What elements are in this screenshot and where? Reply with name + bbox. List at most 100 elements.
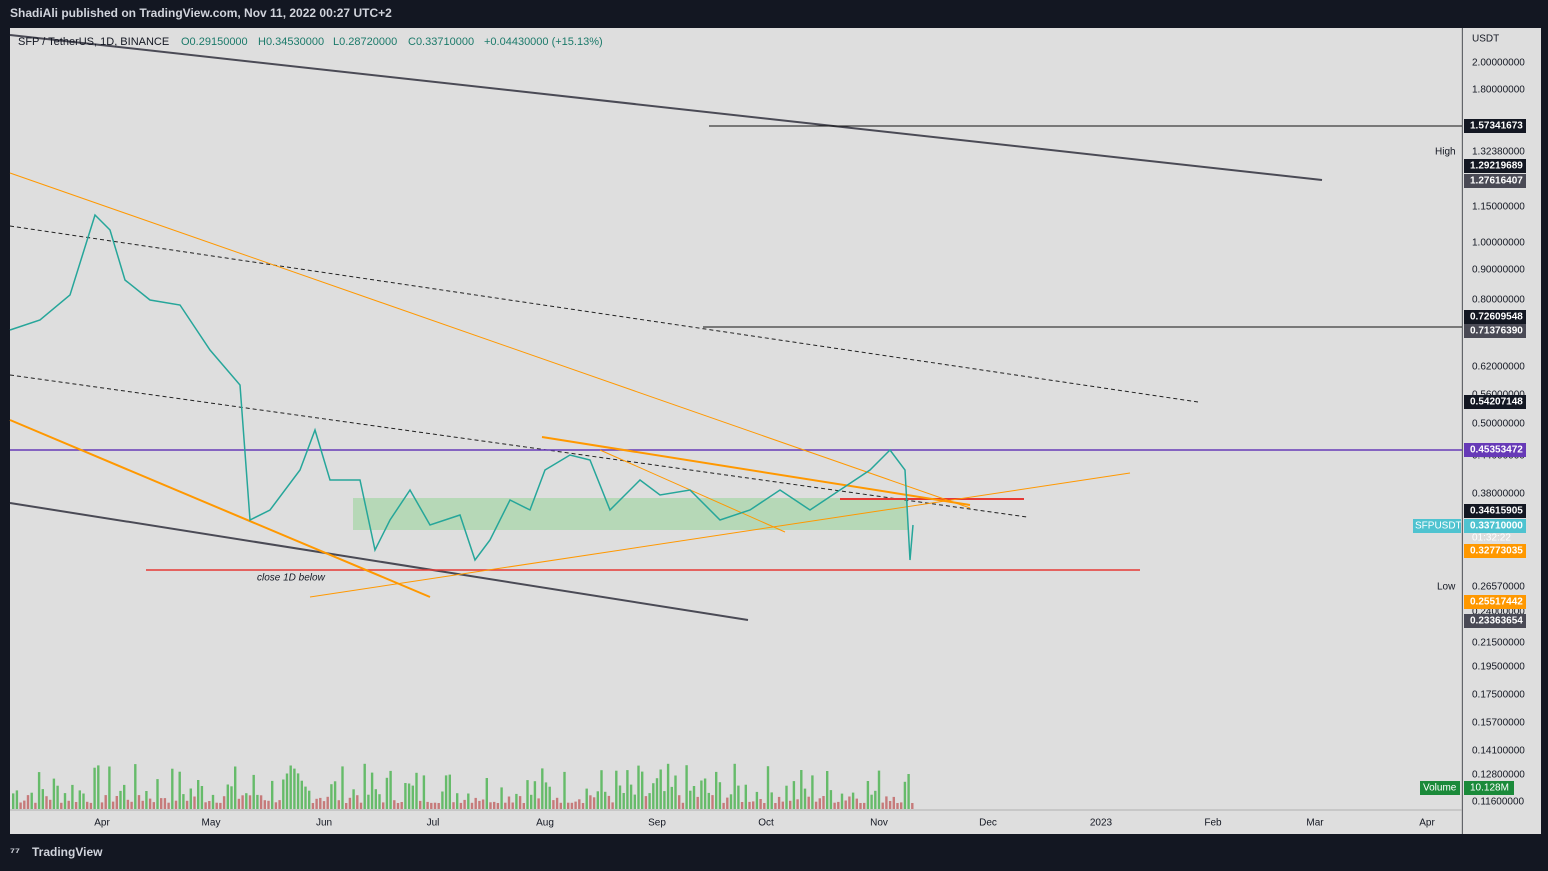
volume-bar [803,788,807,809]
volume-bar [777,796,781,809]
volume-bar [652,783,655,809]
volume-bar [19,802,22,809]
price-badge-text: 1.29219689 [1470,161,1523,172]
price-label: 1.00000000 [1472,238,1525,249]
volume-bar [171,768,174,809]
time-label: Aug [536,818,554,829]
volume-badge [1464,781,1514,795]
price-badge-text: 0.34615905 [1470,506,1523,517]
volume-bar [637,765,640,809]
volume-bar [296,773,300,809]
volume-bar [692,786,696,809]
volume-bar [130,801,133,809]
volume-bar [134,764,137,809]
volume-bar [592,797,596,809]
volume-bar [681,802,685,809]
volume-bar [456,793,459,809]
price-label: 0.62000000 [1472,362,1525,373]
price-line [9,213,914,562]
volume-tag [1420,781,1460,795]
volume-bar [703,778,707,809]
volume-bar [807,796,810,809]
volume-bar [633,794,636,809]
volume-bar [663,791,666,809]
volume-bar [766,766,770,809]
volume-bar [544,782,548,809]
volume-bar [374,789,377,809]
volume-bar [711,795,714,809]
volume-bar [892,796,895,809]
ohlc: O0.29150000 [181,36,248,48]
volume-bar [626,770,629,809]
trendline [309,472,1131,598]
price-badge [1464,519,1526,533]
volume-bar [615,770,618,809]
volume-bar [877,770,881,809]
volume-bar [37,772,41,809]
price-badge [1464,174,1526,188]
time-label: Apr [1419,818,1435,829]
price-badge [1464,119,1526,133]
volume-bar [530,794,533,809]
volume-bar [493,801,496,809]
volume-bars [12,763,914,809]
volume-bar [548,786,551,809]
ohlc: C0.33710000 [408,36,474,48]
volume-bar [833,802,836,809]
volume-bar [826,771,829,809]
volume-bar [518,796,522,809]
volume-bar [263,800,266,809]
symbol: SFP / TetherUS, 1D, BINANCE [18,36,169,48]
trendline [9,502,749,621]
time-label: Mar [1306,818,1324,829]
price-badge [1464,504,1526,518]
volume-bar [481,799,485,809]
volume-bar [282,779,285,809]
volume-bar [71,784,74,809]
price-badge-text: 0.54207148 [1470,397,1523,408]
volume-bar [907,774,910,809]
volume-bar [433,802,437,809]
volume-bar [526,780,529,809]
volume-bar [818,798,821,809]
volume-bar [285,773,289,809]
price-badge-text: 0.72609548 [1470,312,1523,323]
time-label: Jun [316,818,332,829]
volume-bar [193,796,196,809]
volume-bar [319,797,322,809]
volume-bar [748,801,751,809]
volume-bar [722,802,725,809]
volume-bar [200,786,204,809]
volume-bar [78,790,81,809]
volume-bar [863,802,866,809]
volume-bar [811,775,814,809]
volume-bar [252,774,255,809]
volume-bar [256,794,259,809]
volume-bar [726,797,729,809]
price-badge-text: 1.27616407 [1470,176,1523,187]
volume-bar [570,802,574,809]
time-label: May [202,818,221,829]
volume-bar [814,801,818,809]
volume-bar [230,786,233,809]
price-label: 0.15700000 [1472,718,1525,729]
volume-bar [759,799,762,809]
volume-bar [729,794,733,809]
volume-bar [289,765,292,809]
price-label: 0.50000000 [1472,419,1525,430]
volume-bar [222,796,226,809]
trendline [9,34,1323,181]
price-label: 0.90000000 [1472,265,1525,276]
volume-bar [752,801,755,809]
price-badge [1464,310,1526,324]
volume-bar [574,801,577,809]
volume-bar [437,803,440,809]
volume-bar [274,802,278,809]
volume-bar [248,795,252,809]
volume-bar [341,766,344,809]
volume-bar [308,790,311,809]
volume-bar [844,800,847,809]
volume-bar [300,780,303,809]
volume-bar [304,786,307,809]
volume-bar [785,785,788,809]
